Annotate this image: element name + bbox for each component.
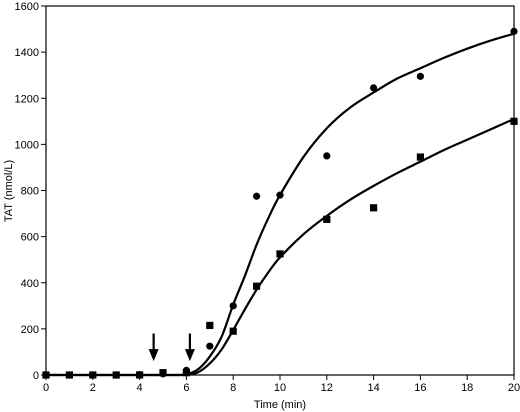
x-tick-label: 4	[137, 382, 143, 394]
data-markers	[42, 27, 518, 379]
arrow-head	[184, 349, 195, 362]
x-tick-label: 14	[367, 382, 379, 394]
x-tick-label: 8	[230, 382, 236, 394]
y-tick-label: 0	[33, 370, 39, 382]
y-tick-label: 1000	[15, 139, 39, 151]
plot-frame	[45, 5, 515, 376]
data-point-square	[370, 204, 378, 212]
y-tick-label: 1200	[15, 93, 39, 105]
x-tick-label: 20	[508, 382, 520, 394]
y-tick-label: 200	[21, 324, 39, 336]
data-point-square	[416, 153, 424, 161]
fit-curves	[45, 32, 515, 377]
axes	[45, 5, 515, 376]
data-point-square	[136, 371, 144, 379]
x-axis-label: Time (min)	[254, 399, 306, 411]
x-tick-label: 16	[414, 382, 426, 394]
y-tick-label: 1400	[15, 47, 39, 59]
data-point-square	[229, 327, 237, 335]
data-point-square	[323, 215, 331, 223]
arrow-annotations	[148, 333, 195, 362]
data-point-circle	[323, 152, 331, 160]
x-tick-label: 10	[274, 382, 286, 394]
ticks: 0 2 4 6 8 10 12 14 16 18 2002004006008001000120014…	[15, 1, 520, 394]
x-tick-label: 0	[43, 382, 49, 394]
data-point-square	[112, 371, 120, 379]
data-point-circle	[510, 27, 518, 35]
fit-curve-circle	[46, 32, 515, 377]
x-tick-label: 2	[90, 382, 96, 394]
data-point-square	[510, 117, 518, 125]
arrow-head	[148, 349, 159, 362]
y-tick-label: 800	[21, 186, 39, 198]
data-point-square	[276, 250, 284, 258]
data-point-square	[182, 369, 190, 377]
data-point-circle	[229, 302, 237, 310]
data-point-circle	[416, 72, 424, 80]
data-point-square	[206, 321, 214, 330]
data-point-square	[65, 371, 73, 379]
data-point-square	[253, 282, 261, 290]
fit-curve-square	[45, 118, 515, 377]
y-tick-label: 1600	[15, 1, 39, 13]
data-point-square	[42, 371, 50, 379]
y-axis-label: TAT (nmol/L)	[3, 160, 15, 222]
data-point-circle	[253, 192, 261, 200]
data-point-circle	[276, 191, 284, 199]
data-point-square	[159, 369, 167, 377]
x-tick-label: 12	[321, 382, 333, 394]
x-tick-label: 18	[461, 382, 473, 394]
data-point-circle	[370, 84, 378, 92]
data-point-square	[89, 371, 97, 379]
data-point-circle	[206, 342, 214, 350]
x-tick-label: 6	[183, 382, 189, 394]
y-tick-label: 600	[21, 232, 39, 244]
y-tick-label: 400	[21, 278, 39, 290]
